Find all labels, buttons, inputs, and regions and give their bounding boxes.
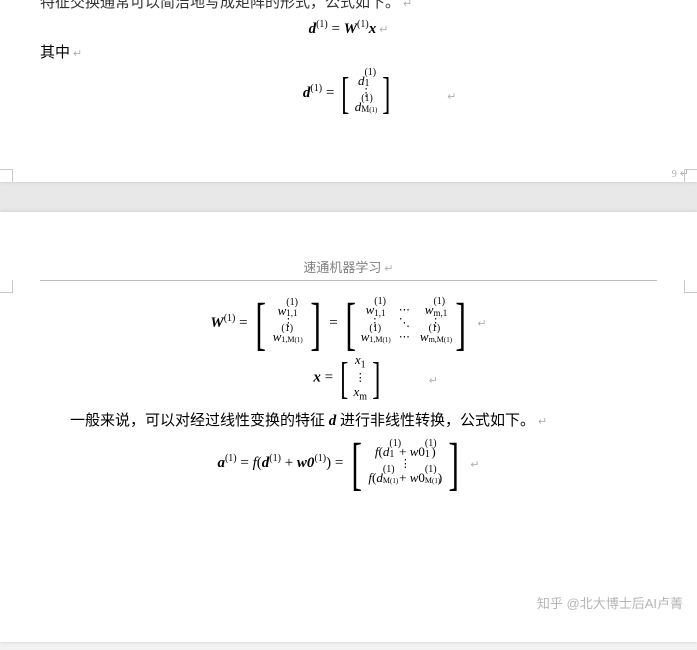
where-line: 其中↵	[40, 42, 657, 65]
equation-d-vector: d(1) = [ d1(1) ⋮ dM(1)(1) ] ↵	[40, 73, 657, 114]
margin-corner-left	[0, 169, 13, 182]
page-header: 速通机器学习↵	[40, 257, 657, 281]
return-mark: ↵	[403, 0, 412, 10]
return-mark: ↵	[477, 318, 486, 330]
return-mark: ↵	[470, 459, 479, 471]
equation-a: a(1) = f(d(1) + w0(1)) = [ f(d1(1) + w01…	[40, 439, 657, 488]
header-title: 速通机器学习	[303, 260, 381, 275]
margin-corner-top-right	[684, 280, 697, 293]
page-1-bottom: 特征交换通常可以简洁地写成矩阵的形式，公式如下。↵ d(1) = W(1)x↵ …	[0, 0, 697, 182]
return-mark: ↵	[379, 24, 388, 36]
return-mark: ↵	[447, 90, 456, 103]
margin-corner-top-left	[0, 280, 13, 293]
footer-page-num: 9↵	[672, 167, 689, 180]
return-mark: ↵	[73, 48, 82, 60]
watermark: 知乎 @北大博士后AI卢菁	[537, 593, 683, 612]
paragraph-nonlinear: 一般来说，可以对经过线性变换的特征 d 进行非线性转换，公式如下。↵	[40, 410, 657, 433]
where-text: 其中	[40, 45, 70, 61]
equation-x-vector: x = [ x1 ⋮ xm ] ↵	[40, 352, 657, 404]
return-mark: ↵	[429, 374, 438, 387]
top-line: 特征交换通常可以简洁地写成矩阵的形式，公式如下。↵	[40, 0, 657, 15]
equation-d-wx: d(1) = W(1)x↵	[40, 19, 657, 38]
page-gap	[0, 182, 697, 212]
return-mark: ↵	[384, 263, 393, 275]
equation-W-matrix: W(1) = [ w1,1(1) ⋮ w1,M(1)(1) ] = [ w1,1…	[40, 299, 657, 348]
page-2-top: 速通机器学习↵ W(1) = [ w1,1(1) ⋮ w1,M(1)(1) ] …	[0, 212, 697, 642]
return-mark: ↵	[538, 416, 547, 428]
top-fragment: 特征交换通常可以简洁地写成矩阵的形式，公式如下。	[40, 0, 400, 11]
